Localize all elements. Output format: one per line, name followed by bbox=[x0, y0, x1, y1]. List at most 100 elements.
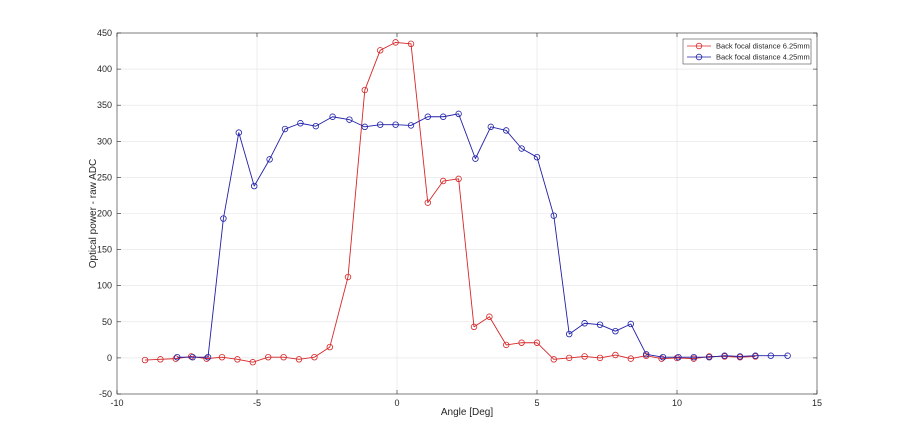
series-1-point bbox=[311, 353, 318, 361]
series-2-point bbox=[487, 123, 494, 131]
y-tick-label: 100 bbox=[97, 281, 112, 291]
series-2-point bbox=[281, 125, 289, 133]
series-1-point bbox=[612, 351, 619, 359]
series-2-point bbox=[690, 353, 697, 361]
series-1-point bbox=[627, 355, 634, 362]
series-2-point bbox=[643, 351, 650, 358]
series-layer bbox=[141, 39, 791, 366]
series-2-point bbox=[581, 320, 588, 327]
series-2-point bbox=[312, 122, 319, 130]
y-tick-label: 300 bbox=[97, 136, 112, 146]
series-2-point bbox=[250, 182, 258, 190]
series-1-point bbox=[596, 354, 604, 362]
series-2-point bbox=[503, 127, 510, 134]
series-1-point bbox=[218, 353, 226, 361]
series-1-point bbox=[361, 86, 368, 94]
series-1-point bbox=[141, 356, 149, 364]
series-1-point bbox=[503, 341, 510, 349]
series-2-point bbox=[518, 145, 525, 152]
series-1 bbox=[141, 39, 759, 366]
series-1-point bbox=[455, 175, 462, 183]
x-tick-label: 5 bbox=[534, 398, 539, 408]
series-2-point bbox=[189, 353, 196, 361]
series-1-point bbox=[424, 199, 431, 206]
series-1-point bbox=[566, 354, 573, 362]
x-axis-label: Angle [Deg] bbox=[441, 407, 493, 418]
series-2-point bbox=[204, 353, 212, 361]
x-tick-label: 10 bbox=[672, 398, 682, 408]
series-2 bbox=[173, 110, 791, 361]
series-1-point bbox=[187, 353, 195, 360]
series-2-point bbox=[659, 353, 667, 361]
series-1-point bbox=[518, 339, 525, 346]
series-2-point bbox=[596, 321, 604, 328]
series-2-point bbox=[220, 215, 227, 222]
series-2-point bbox=[440, 113, 447, 120]
y-tick-label: 250 bbox=[97, 172, 112, 182]
y-tick-label: 450 bbox=[97, 28, 112, 38]
series-2-point bbox=[566, 330, 573, 338]
series-1-point bbox=[234, 356, 241, 363]
series-2-point bbox=[297, 120, 304, 127]
legend-label-1: Back focal distance 6.25mm bbox=[716, 42, 810, 51]
series-2-point bbox=[752, 352, 759, 359]
series-2-point bbox=[675, 353, 682, 361]
legend-label-2: Back focal distance 4.25mm bbox=[716, 53, 810, 62]
series-2-point bbox=[424, 113, 431, 120]
y-tick-label: 400 bbox=[97, 64, 112, 74]
series-2-point bbox=[392, 121, 399, 128]
series-2-point bbox=[767, 352, 774, 359]
series-2-point bbox=[612, 327, 619, 335]
legend-marker-2 bbox=[695, 53, 703, 61]
legend-marker-1 bbox=[695, 42, 703, 50]
series-2-point bbox=[721, 352, 728, 359]
series-2-point bbox=[455, 110, 462, 118]
series-2-point bbox=[329, 113, 336, 120]
x-tick-label: 0 bbox=[394, 398, 399, 408]
series-1-point bbox=[203, 355, 210, 362]
series-1-line bbox=[144, 41, 756, 363]
series-2-point bbox=[173, 353, 181, 361]
series-2-point bbox=[361, 123, 368, 131]
series-2-point bbox=[235, 129, 242, 136]
series-1-point bbox=[440, 177, 447, 185]
x-tick-label: 15 bbox=[812, 398, 822, 408]
y-tick-label: 0 bbox=[107, 353, 112, 363]
series-1-point bbox=[295, 356, 303, 363]
series-1-point bbox=[392, 39, 399, 46]
y-tick-label: 200 bbox=[97, 209, 112, 219]
series-1-point bbox=[673, 354, 681, 362]
series-1-point bbox=[157, 356, 164, 363]
series-1-point bbox=[280, 353, 287, 361]
axis-ticks: -10 -5 0 5 10 15-5005010015020025030035040045… bbox=[97, 28, 822, 408]
series-1-point bbox=[550, 356, 557, 363]
grid-lines bbox=[117, 33, 817, 394]
y-axis-label: Optical power - raw ADC bbox=[88, 159, 99, 268]
series-1-point bbox=[265, 353, 272, 361]
series-2-point bbox=[736, 353, 744, 360]
series-1-point bbox=[249, 359, 256, 366]
series-2-point bbox=[550, 212, 557, 219]
y-tick-label: 150 bbox=[97, 245, 112, 255]
series-2-point bbox=[377, 121, 384, 128]
series-2-point bbox=[706, 353, 713, 361]
series-1-point bbox=[344, 273, 352, 281]
x-tick-label: -10 bbox=[110, 398, 123, 408]
series-1-point bbox=[533, 339, 541, 346]
series-1-point bbox=[172, 355, 179, 362]
y-tick-label: 50 bbox=[102, 317, 112, 327]
series-2-point bbox=[346, 116, 353, 123]
series-1-point bbox=[581, 353, 588, 360]
series-2-point bbox=[533, 153, 541, 161]
y-tick-label: 350 bbox=[97, 100, 112, 110]
series-2-point bbox=[627, 320, 634, 328]
series-1-point bbox=[486, 313, 493, 320]
y-tick-label: -50 bbox=[99, 389, 112, 399]
series-2-point bbox=[266, 156, 273, 163]
series-1-point bbox=[407, 40, 415, 48]
series-2-line bbox=[177, 113, 788, 358]
series-2-point bbox=[784, 352, 791, 359]
series-1-point bbox=[470, 323, 478, 331]
series-2-point bbox=[472, 155, 479, 162]
